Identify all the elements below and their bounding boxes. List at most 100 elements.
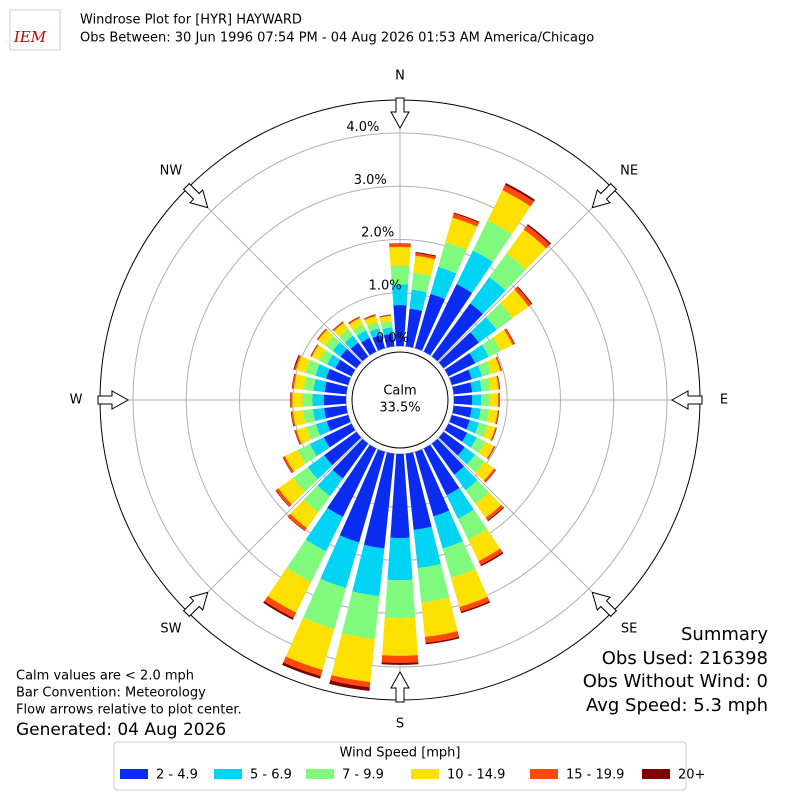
flow-arrow: [591, 182, 618, 209]
bar-segment: [413, 526, 441, 569]
bar-segment: [305, 360, 320, 376]
bar-segment: [305, 507, 343, 552]
bar-segment: [267, 567, 312, 613]
bar-segment: [496, 375, 500, 390]
bar-segment: [323, 423, 356, 448]
bar-segment: [485, 504, 504, 521]
note: Calm values are < 2.0 mph: [16, 669, 194, 684]
x-tick-label: N: [395, 69, 405, 84]
legend-swatch: [214, 769, 242, 779]
bar-segment: [488, 375, 499, 391]
bar-segment: [380, 321, 393, 330]
calm-value: 33.5%: [379, 401, 420, 416]
note: Flow arrows relative to plot center.: [16, 703, 242, 718]
legend-label: 20+: [678, 768, 705, 783]
bar-segment: [369, 328, 382, 339]
legend-label: 15 - 19.9: [566, 768, 624, 783]
bar-segment: [487, 190, 531, 235]
legend-swatch: [642, 769, 670, 779]
bar-segment: [387, 537, 413, 581]
bar-segment: [497, 393, 500, 407]
bar-segment: [487, 507, 505, 522]
bar-segment: [296, 426, 311, 444]
bar-segment: [390, 453, 410, 539]
bar-segment: [379, 314, 392, 318]
bar-segment: [487, 446, 496, 460]
bar-segment: [379, 315, 392, 324]
bar-segment: [478, 548, 503, 565]
bar-segment: [438, 431, 465, 456]
legend-label: 7 - 9.9: [342, 768, 384, 783]
bar-segment: [293, 374, 307, 390]
bar-segment: [442, 541, 476, 578]
bar-segment: [496, 410, 500, 425]
summary: Avg Speed: 5.3 mph: [586, 695, 768, 716]
legend-swatch: [120, 769, 148, 779]
bar-segment: [430, 266, 457, 300]
bar-segment: [315, 364, 330, 379]
bar-segment: [421, 597, 458, 637]
bar-segment: [283, 456, 294, 473]
flow-arrow: [182, 182, 209, 209]
bar-segment: [324, 381, 348, 395]
summary: Summary: [681, 624, 768, 645]
bar-segment: [495, 357, 502, 372]
legend-title: Wind Speed [mph]: [340, 746, 461, 761]
bar-segment: [391, 284, 409, 306]
bar-segment: [497, 375, 501, 390]
bar-segment: [425, 636, 460, 645]
bar-segment: [523, 225, 550, 249]
grid-spoke: [187, 187, 363, 363]
bar-segment: [292, 392, 303, 408]
bar-segment: [287, 513, 307, 531]
bar-segment: [470, 380, 482, 393]
grid-spoke: [187, 437, 363, 613]
bar-segment: [290, 392, 293, 408]
bar-segment: [452, 382, 473, 395]
r-tick-label: 2.0%: [361, 226, 394, 241]
flow-arrow: [390, 97, 410, 130]
legend-swatch: [411, 769, 439, 779]
bar-segment: [452, 213, 479, 227]
bar-segment: [306, 424, 321, 440]
flow-arrow: [390, 670, 410, 703]
bar-segment: [382, 327, 394, 336]
legend-label: 10 - 14.9: [447, 768, 505, 783]
bar-segment: [438, 242, 467, 274]
bar-segment: [309, 437, 330, 457]
bar-segment: [302, 409, 316, 424]
bar-segment: [405, 452, 432, 530]
bar-segment: [506, 229, 547, 270]
bar-segment: [490, 427, 497, 441]
r-tick-label: 3.0%: [354, 173, 387, 188]
bar-segment: [475, 492, 502, 518]
bar-segment: [295, 355, 311, 373]
bar-segment: [333, 322, 349, 338]
bar-segment: [315, 421, 331, 436]
r-tick-label: 4.0%: [346, 120, 379, 135]
bar-segment: [459, 596, 490, 612]
bar-segment: [348, 317, 360, 325]
bar-segment: [310, 344, 319, 357]
bar-segment: [466, 420, 480, 434]
bar-segment: [469, 407, 481, 420]
bar-segment: [514, 287, 532, 307]
bar-segment: [341, 591, 380, 640]
bar-segment: [449, 369, 472, 386]
bar-segment: [312, 393, 324, 407]
bar-segment: [415, 252, 436, 257]
bar-segment: [471, 394, 482, 406]
bar-segment: [468, 365, 483, 380]
generated: Generated: 04 Aug 2026: [16, 720, 226, 740]
bar-segment: [456, 250, 494, 293]
bar-segment: [275, 488, 292, 507]
x-tick-label: NW: [160, 163, 183, 178]
bar-segment: [316, 328, 327, 340]
bar-segment: [414, 293, 445, 351]
bar-segment: [284, 450, 306, 472]
logo: IEM: [9, 9, 61, 51]
bar-segment: [324, 405, 348, 419]
bar-segment: [453, 394, 473, 406]
bar-segment: [379, 315, 392, 318]
bar-segment: [311, 345, 326, 361]
